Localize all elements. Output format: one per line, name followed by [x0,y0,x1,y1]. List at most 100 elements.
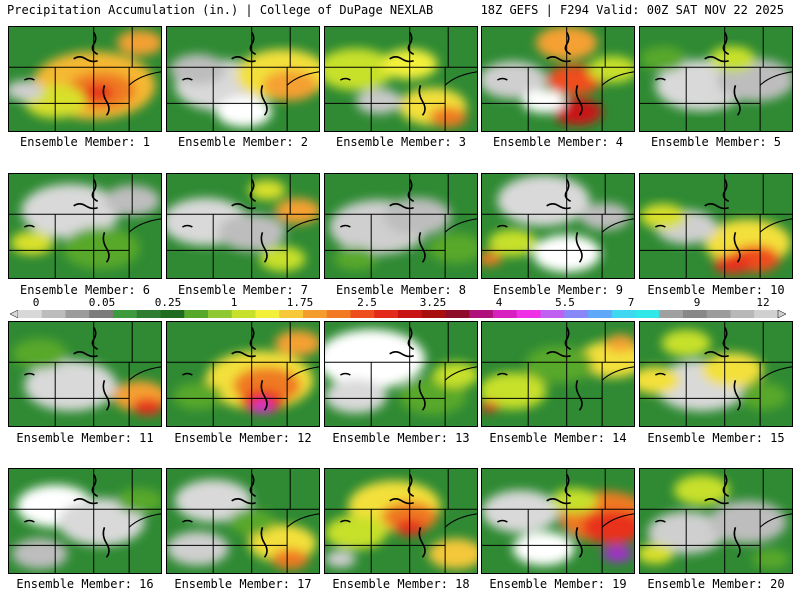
ensemble-map-panel[interactable] [166,26,320,132]
colorbar-swatch [659,310,684,318]
precip-blob [274,198,319,224]
ensemble-map-panel[interactable] [166,468,320,574]
ensemble-map-panel[interactable] [8,321,162,427]
colorbar-swatch [635,310,660,318]
ensemble-map-panel[interactable] [166,173,320,279]
precip-blob [640,203,687,230]
river-line [231,56,256,63]
ensemble-map-panel[interactable] [639,321,793,427]
colorbar-tick-label: 2.5 [357,296,377,309]
state-borders [9,322,161,426]
ensemble-map-panel[interactable] [8,26,162,132]
state-borders [167,174,319,278]
precip-field [9,469,161,573]
ensemble-map-panel[interactable] [481,173,635,279]
precip-blob [132,398,161,416]
precip-blob [482,401,499,412]
river-line [389,498,414,505]
river-line [249,178,257,203]
border-line [444,71,477,86]
state-borders [640,322,792,426]
precip-blob [546,64,603,96]
precip-blob [512,531,575,566]
river-line [23,77,35,81]
ensemble-map-panel[interactable] [324,173,478,279]
precip-field [640,469,792,573]
river-line [231,351,256,358]
ensemble-map-panel[interactable] [481,321,635,427]
river-line [231,498,256,505]
river-line [102,527,110,558]
precip-field [640,174,792,278]
colorbar-swatch [493,310,518,318]
river-line [704,56,729,63]
colorbar-tick-label: 9 [693,296,701,309]
colorbar-swatch [89,310,114,318]
state-borders [167,469,319,573]
precip-blob [21,183,120,239]
colorbar-swatch [706,310,731,318]
river-line [389,203,414,210]
river-line [418,380,426,411]
ensemble-map-panel[interactable] [481,468,635,574]
precip-blob [9,80,43,101]
precip-blob [752,548,790,570]
precip-blob [701,352,764,387]
precipitation-colorbar [10,310,786,318]
ensemble-map-panel[interactable] [166,321,320,427]
ensemble-map-panel[interactable] [481,26,635,132]
colorbar-swatch [683,310,708,318]
river-line [564,326,572,351]
river-line [260,527,268,558]
river-line [722,178,730,203]
ensemble-map-panel[interactable] [639,173,793,279]
precip-blob [488,229,538,257]
precip-blob [325,48,395,91]
state-borders [325,322,477,426]
precip-blob [325,550,356,568]
border-line [759,366,792,381]
colorbar-tick-label: 5.5 [555,296,575,309]
precip-blob [12,538,68,570]
colorbar-swatch [540,310,565,318]
ensemble-map-panel[interactable] [639,468,793,574]
ensemble-member-caption: Ensemble Member: 12 [174,431,312,445]
river-line [575,232,583,263]
river-line [546,203,571,210]
river-line [73,56,98,63]
ensemble-map-panel[interactable] [8,173,162,279]
precip-blob [174,479,252,522]
ensemble-map-panel[interactable] [324,321,478,427]
precip-blob [713,253,751,275]
river-line [91,31,99,56]
colorbar-swatch [160,310,185,318]
river-line [73,351,98,358]
precip-blobs [173,330,319,414]
precip-blobs [329,197,477,271]
ensemble-member-caption: Ensemble Member: 16 [16,577,154,591]
ensemble-map-panel[interactable] [324,468,478,574]
ensemble-map-panel[interactable] [639,26,793,132]
precip-blob [12,338,68,370]
river-line [733,527,741,558]
border-line [128,366,161,381]
ensemble-map-panel[interactable] [8,468,162,574]
precip-blob [58,498,145,546]
precip-field [482,174,634,278]
precip-field [325,322,477,426]
ensemble-map-panel[interactable] [324,26,478,132]
border-line [128,218,161,233]
colorbar-swatch [611,310,636,318]
precip-blob [522,89,566,114]
precip-blob [582,510,634,545]
river-line [231,203,256,210]
river-line [407,326,415,351]
state-borders [482,322,634,426]
border-line [286,71,319,86]
ensemble-member-caption: Ensemble Member: 20 [647,577,785,591]
precip-blob [383,197,452,236]
river-line [418,232,426,263]
colorbar-swatch [41,310,66,318]
border-line [601,71,634,86]
ensemble-member-caption: Ensemble Member: 8 [335,283,467,297]
